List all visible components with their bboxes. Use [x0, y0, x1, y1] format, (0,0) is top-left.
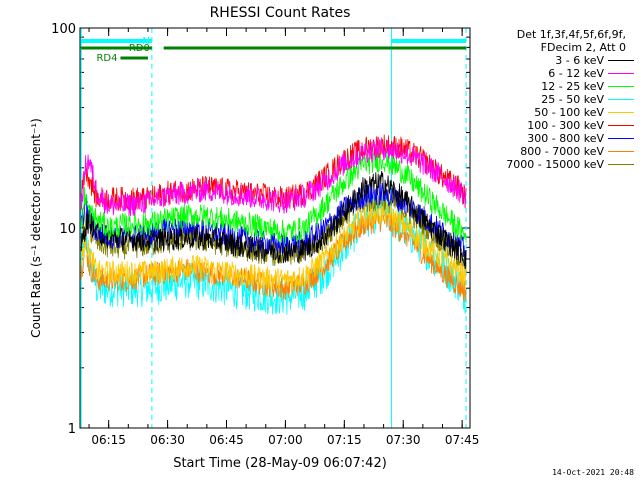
series-100-to-300keV-kev	[80, 134, 467, 211]
legend-entry: 3 - 6 keV	[478, 54, 636, 67]
series-3-to-6keV-kev	[80, 171, 467, 270]
chart-legend: Det 1f,3f,4f,5f,6f,9f, FDecim 2, Att 0 3…	[478, 28, 636, 171]
legend-label: 6 - 12 keV	[548, 67, 604, 80]
x-tick-label: 07:45	[445, 433, 480, 447]
legend-entry: 800 - 7000 keV	[478, 145, 636, 158]
legend-swatch	[608, 86, 634, 87]
series-line	[80, 137, 467, 217]
legend-swatch	[608, 112, 634, 113]
series-6-to-12keV-kev	[80, 137, 467, 217]
series-line	[80, 171, 467, 270]
legend-entry: 100 - 300 keV	[478, 119, 636, 132]
legend-entry: 12 - 25 keV	[478, 80, 636, 93]
y-tick-label: 100	[51, 22, 76, 37]
series-800-to-7000keV-kev	[80, 210, 467, 303]
x-tick-label: 07:15	[327, 433, 362, 447]
legend-swatch	[608, 151, 634, 152]
x-tick-label: 07:30	[386, 433, 421, 447]
legend-label: 7000 - 15000 keV	[506, 158, 604, 171]
state-bar-label: RD0	[129, 43, 150, 54]
legend-swatch	[608, 138, 634, 139]
series-line	[80, 134, 467, 211]
legend-label: 800 - 7000 keV	[520, 145, 604, 158]
legend-label: 300 - 800 keV	[527, 132, 604, 145]
legend-swatch	[608, 73, 634, 74]
y-axis-label: Count Rate (s⁻¹ detector segment⁻¹)	[29, 118, 43, 338]
legend-header-line-2: FDecim 2, Att 0	[540, 41, 626, 54]
legend-entry: 50 - 100 keV	[478, 106, 636, 119]
generation-timestamp: 14-Oct-2021 20:48	[552, 468, 634, 477]
legend-entry: 7000 - 15000 keV	[478, 158, 636, 171]
legend-swatch	[608, 164, 634, 165]
plot-border	[79, 27, 471, 429]
legend-label: 3 - 6 keV	[555, 54, 604, 67]
legend-entry: 25 - 50 keV	[478, 93, 636, 106]
y-tick-label: 1	[68, 422, 76, 437]
series-layer	[80, 134, 467, 315]
x-tick-label: 06:15	[91, 433, 126, 447]
state-bar-label: N	[142, 36, 149, 47]
legend-swatch	[608, 125, 634, 126]
x-tick-label: 06:45	[209, 433, 244, 447]
legend-entry: 300 - 800 keV	[478, 132, 636, 145]
legend-label: 12 - 25 keV	[541, 80, 604, 93]
y-tick-label: 10	[59, 222, 76, 237]
legend-label: 100 - 300 keV	[527, 119, 604, 132]
legend-swatch	[608, 60, 634, 61]
chart-title: RHESSI Count Rates	[210, 5, 351, 21]
x-tick-label: 07:00	[268, 433, 303, 447]
legend-header-line-1: Det 1f,3f,4f,5f,6f,9f,	[516, 28, 626, 41]
x-axis-label: Start Time (28-May-09 06:07:42)	[173, 456, 387, 471]
series-line	[80, 210, 467, 303]
legend-entries: 3 - 6 keV 6 - 12 keV 12 - 25 keV 25 - 50 ke…	[478, 54, 636, 171]
legend-label: 50 - 100 keV	[534, 106, 604, 119]
state-bar-label: RD4	[96, 53, 117, 64]
vertical-markers	[80, 28, 467, 428]
x-tick-label: 06:30	[150, 433, 185, 447]
legend-swatch	[608, 99, 634, 100]
legend-label: 25 - 50 keV	[541, 93, 604, 106]
plot-frame	[79, 27, 471, 429]
legend-entry: 6 - 12 keV	[478, 67, 636, 80]
